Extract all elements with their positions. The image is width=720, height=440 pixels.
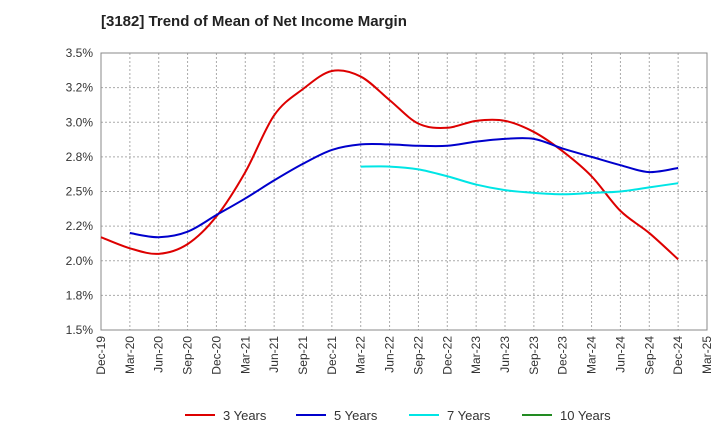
legend: 3 Years 5 Years 7 Years 10 Years (185, 408, 611, 423)
series-line-5-years (129, 137, 679, 239)
legend-label-7-years: 7 Years (447, 408, 491, 423)
x-tick-label: Mar-21 (238, 336, 252, 374)
x-tick-label: Jun-20 (152, 336, 166, 373)
x-tick-label: Mar-23 (469, 336, 483, 374)
x-tick-label: Dec-21 (325, 336, 339, 375)
x-tick-label: Dec-19 (94, 336, 108, 375)
x-tick-label: Mar-25 (700, 336, 714, 374)
legend-label-10-years: 10 Years (560, 408, 611, 423)
x-tick-label: Jun-21 (267, 336, 281, 373)
y-tick-label: 3.2% (66, 81, 94, 95)
y-tick-label: 2.8% (66, 150, 94, 164)
x-tick-label: Jun-23 (498, 336, 512, 373)
x-tick-label: Dec-22 (440, 336, 454, 375)
legend-label-5-years: 5 Years (334, 408, 378, 423)
x-tick-label: Jun-22 (383, 336, 397, 373)
x-tick-label: Sep-22 (411, 336, 425, 375)
x-tick-label: Jun-24 (613, 336, 627, 373)
x-axis: Dec-19 Mar-20 Jun-20 Sep-20 Dec-20 Mar-21 Jun-… (94, 336, 714, 375)
y-tick-label: 2.5% (66, 185, 94, 199)
x-tick-label: Sep-21 (296, 336, 310, 375)
y-tick-label: 1.8% (66, 288, 94, 302)
legend-label-3-years: 3 Years (223, 408, 267, 423)
x-tick-label: Dec-24 (671, 336, 685, 375)
x-tick-label: Mar-24 (585, 336, 599, 374)
x-tick-label: Sep-20 (181, 336, 195, 375)
x-tick-label: Sep-23 (527, 336, 541, 375)
plot-frame (100, 52, 708, 331)
x-tick-label: Mar-20 (123, 336, 137, 374)
y-tick-label: 2.2% (66, 219, 94, 233)
series-lines (100, 69, 679, 261)
y-tick-label: 1.5% (66, 323, 94, 337)
chart-title: [3182] Trend of Mean of Net Income Margi… (101, 13, 407, 30)
y-tick-label: 3.5% (66, 46, 94, 60)
y-tick-label: 2.0% (66, 254, 94, 268)
y-axis: 1.5% 1.8% 2.0% 2.2% 2.5% 2.8% 3.0% 3.2% 3.5% (66, 46, 94, 337)
x-tick-label: Dec-23 (556, 336, 570, 375)
x-tick-label: Dec-20 (209, 336, 223, 375)
y-tick-label: 3.0% (66, 115, 94, 129)
x-tick-label: Mar-22 (354, 336, 368, 374)
x-tick-label: Sep-24 (642, 336, 656, 375)
series-line-3-years (100, 69, 679, 261)
series-line-7-years (360, 165, 679, 196)
